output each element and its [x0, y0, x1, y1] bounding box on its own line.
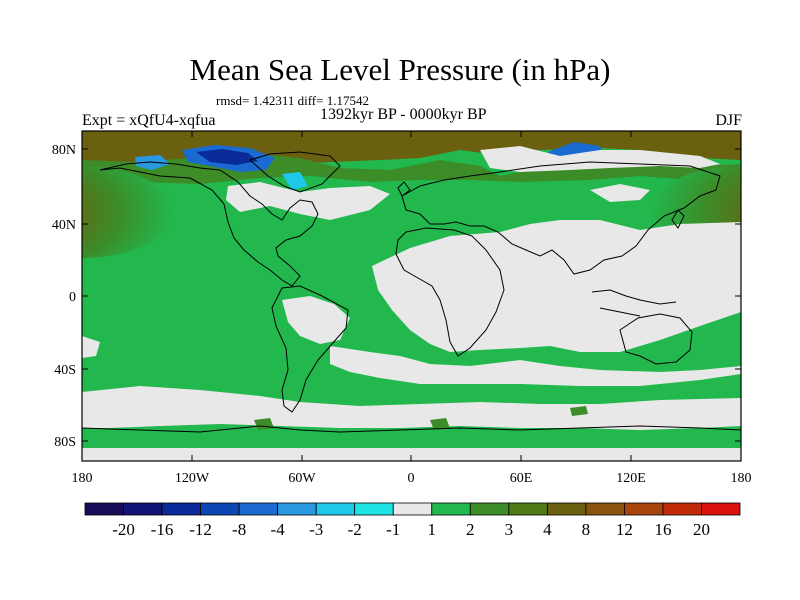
- neutral-south-america: [282, 296, 350, 344]
- lon-tick-label: 0: [408, 471, 415, 486]
- colorbar: -20 -16 -12 -8 -4 -3 -2 -1 1 2 3 4 8 12 16 20: [84, 502, 741, 539]
- rmsd-diff-stats: rmsd= 1.42311 diff= 1.17542: [216, 93, 369, 108]
- colorbar-label: -4: [271, 520, 286, 539]
- lat-tick-label: 80S: [54, 435, 76, 450]
- neutral-asia-strip: [590, 184, 650, 202]
- colorbar-box: [431, 502, 471, 516]
- map-title: Mean Sea Level Pressure (in hPa): [189, 52, 611, 87]
- lon-tick-label: 60E: [510, 471, 533, 486]
- coast-africa: [395, 227, 505, 357]
- coast-south-america: [271, 285, 349, 413]
- colorbar-label: -20: [112, 520, 135, 539]
- neutral-east-pacific: [82, 336, 100, 358]
- lat-tick-label: 40N: [52, 218, 76, 233]
- lon-tick-label: 120E: [616, 471, 646, 486]
- high-north-pacific-west: [82, 166, 174, 258]
- colorbar-box: [624, 502, 664, 516]
- colorbar-box: [315, 502, 356, 516]
- colorbar-label: -8: [232, 520, 246, 539]
- coast-north-america: [99, 161, 319, 287]
- coast-greenland: [248, 151, 341, 193]
- colorbar-box: [662, 502, 702, 516]
- low-patch-hudson: [282, 172, 308, 190]
- colorbar-box: [84, 502, 124, 516]
- colorbar-label: 1: [428, 520, 437, 539]
- colorbar-box: [701, 502, 741, 516]
- lon-tick-label: 180: [731, 471, 752, 486]
- lon-tick-label: 180: [72, 471, 93, 486]
- coast-australia: [619, 313, 693, 365]
- experiment-label: Expt = xQfU4-xqfua: [82, 112, 216, 129]
- coast-antarctica: [82, 425, 741, 433]
- colorbar-label: 4: [543, 520, 552, 539]
- colorbar-label: 12: [616, 520, 633, 539]
- colorbar-box: [277, 502, 317, 516]
- colorbar-box: [585, 502, 625, 516]
- colorbar-box: [123, 502, 163, 516]
- colorbar-label: -16: [151, 520, 174, 539]
- low-patch-greenland-core: [196, 149, 258, 165]
- lon-tick-label: 60W: [288, 471, 316, 486]
- colorbar-label: 16: [654, 520, 671, 539]
- colorbar-box: [354, 502, 394, 516]
- latitude-axis: 80N 40N 0 40S 80S: [52, 143, 741, 450]
- neutral-south-atlantic: [330, 346, 741, 386]
- colorbar-label: -3: [309, 520, 323, 539]
- colorbar-box: [200, 502, 240, 516]
- colorbar-label: 2: [466, 520, 475, 539]
- colorbar-label: 20: [693, 520, 710, 539]
- neutral-antarctica: [82, 448, 741, 461]
- lat-tick-label: 0: [69, 290, 76, 305]
- colorbar-label: -12: [189, 520, 212, 539]
- colorbar-box: [238, 502, 279, 516]
- colorbar-box: [392, 502, 433, 516]
- colorbar-box: [508, 502, 548, 516]
- neutral-africa-indian: [372, 220, 741, 352]
- colorbar-box: [546, 502, 587, 516]
- colorbar-label: 8: [582, 520, 591, 539]
- colorbar-label: 3: [505, 520, 514, 539]
- neutral-southern-ocean: [82, 386, 741, 430]
- coast-uk-japan: [397, 181, 685, 229]
- lon-tick-label: 120W: [175, 471, 210, 486]
- lat-tick-label: 80N: [52, 143, 76, 158]
- colorbar-box: [469, 502, 510, 516]
- lat-tick-label: 40S: [54, 363, 76, 378]
- colorbar-label: -2: [348, 520, 362, 539]
- period-label: 1392kyr BP - 0000kyr BP: [320, 106, 487, 123]
- coast-eurasia: [401, 161, 721, 275]
- colorbar-box: [161, 502, 201, 516]
- colorbar-label: -1: [386, 520, 400, 539]
- coast-indonesia: [591, 289, 677, 317]
- season-label: DJF: [715, 112, 742, 129]
- longitude-axis: 180 120W 60W 0 60E 120E 180: [72, 131, 752, 486]
- pressure-field: [82, 131, 741, 461]
- coastlines: [82, 151, 741, 433]
